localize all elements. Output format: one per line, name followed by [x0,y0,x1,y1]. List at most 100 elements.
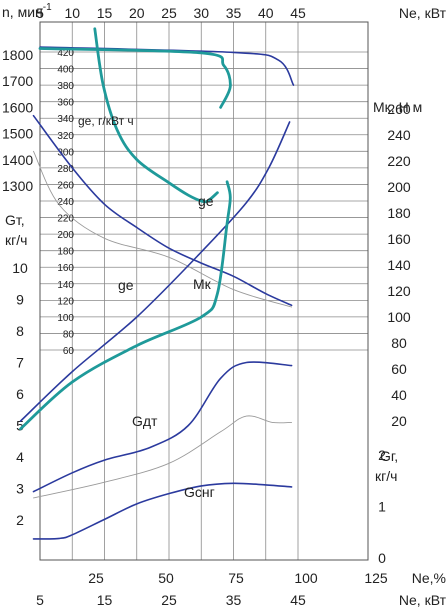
axis-title-ge: ge, г/кВт ч [78,114,134,128]
series-line-g-sng [32,482,293,540]
tick-label-mk: 40 [391,387,407,403]
axis-title-power-bottom: Ne, кВт [399,592,447,608]
series-line-g-dt [32,361,293,493]
tick-label-gt: 9 [16,292,24,308]
tick-label-load: 25 [88,570,104,586]
tick-label-ge: 120 [57,296,74,307]
tick-label-ge: 400 [57,65,74,76]
tick-label-n: 1800 [2,47,33,63]
tick-label-ge: 340 [57,114,74,125]
tick-label-mk: 20 [391,413,407,429]
tick-label-load: 100 [294,570,318,586]
series-line-ge-thin [33,150,293,308]
axis-title-gg-1: Gг, [380,448,398,464]
curve-label-ge-diesel: ge [118,277,134,293]
tick-label-gt: 10 [12,260,28,276]
tick-label-gg: 0 [378,550,386,566]
tick-label-power-top: 10 [64,5,80,21]
tick-label-power-bottom: 35 [226,592,242,608]
tick-label-mk: 220 [387,153,411,169]
tick-label-n: 1500 [2,126,33,142]
series-line-n-gas [38,47,232,109]
tick-label-ge: 280 [57,164,74,175]
tick-label-mk: 260 [387,101,411,117]
tick-label-mk: 160 [387,231,411,247]
tick-label-load: 50 [158,570,174,586]
tick-label-ge: 180 [57,247,74,258]
tick-label-mk: 80 [391,335,407,351]
axis-title-gg-2: кг/ч [375,468,397,484]
tick-label-ge: 240 [57,197,74,208]
tick-label-ge: 140 [57,280,74,291]
tick-label-power-top: 35 [226,5,242,21]
tick-label-gt: 2 [16,512,24,528]
tick-label-gt: 5 [16,418,24,434]
tick-label-power-top: 25 [161,5,177,21]
tick-label-mk: 100 [387,309,411,325]
tick-label-ge: 80 [63,329,75,340]
tick-label-ge: 360 [57,98,74,109]
tick-label-gt: 6 [16,386,24,402]
tick-label-ge: 380 [57,81,74,92]
curve-label-g-dt: Gдт [132,413,158,429]
tick-label-ge: 220 [57,214,74,225]
tick-label-power-top: 20 [129,5,145,21]
tick-label-ge: 420 [57,48,74,59]
axis-title-n-exponent: -1 [43,2,52,13]
tick-label-ge: 60 [63,346,75,357]
tick-label-ge: 260 [57,180,74,191]
tick-label-power-bottom: 25 [161,592,177,608]
tick-label-n: 1700 [2,73,33,89]
tick-label-load: 125 [364,570,388,586]
tick-label-mk: 200 [387,179,411,195]
tick-label-mk: 140 [387,257,411,273]
tick-label-power-bottom: 45 [290,592,306,608]
series-line-n-diesel [39,46,295,86]
tick-label-ge: 100 [57,313,74,324]
axis-title-load: Ne,% [412,570,446,586]
tick-label-power-bottom: 5 [36,592,44,608]
tick-label-n: 1600 [2,99,33,115]
series-line-mk-gas [19,180,232,431]
series-line-ge-diesel [32,114,293,307]
tick-label-power-top: 45 [290,5,306,21]
tick-label-n: 1400 [2,152,33,168]
tick-label-gg: 1 [378,499,386,515]
tick-label-gt: 3 [16,481,24,497]
axis-title-gt-2: кг/ч [5,232,27,248]
axis-title-mk: Мк, Н м [373,99,422,115]
curve-label-ge-gas: ge [198,193,214,209]
tick-label-power-top: 40 [258,5,274,21]
axis-title-n: n, мин-1 [2,2,52,20]
series-line-mk-diesel [19,121,291,422]
series-line-gt-thin [33,415,293,499]
tick-label-power-top: 15 [97,5,113,21]
plot-frame [39,21,369,561]
tick-label-load: 75 [228,570,244,586]
chart-grid [39,22,368,560]
tick-label-ge: 160 [57,263,74,274]
tick-label-power-top: 5 [36,5,44,21]
axis-title-power-top: Ne, кВт [399,5,447,21]
tick-label-n: 1300 [2,178,33,194]
tick-label-mk: 120 [387,283,411,299]
axis-title-gt-1: Gт, [5,212,25,228]
tick-label-mk: 180 [387,205,411,221]
tick-label-gg: 2 [378,447,386,463]
tick-label-power-top: 30 [193,5,209,21]
chart-curves [19,27,295,540]
tick-label-mk: 240 [387,127,411,143]
tick-label-ge: 200 [57,230,74,241]
series-line-ge-gas [93,27,219,204]
tick-label-mk: 60 [391,361,407,377]
tick-label-ge: 300 [57,147,74,158]
tick-label-gt: 7 [16,355,24,371]
tick-label-gt: 4 [16,449,24,465]
curve-label-g-sng: Gснг [184,484,215,500]
tick-label-power-bottom: 15 [97,592,113,608]
tick-label-gt: 8 [16,323,24,339]
curve-label-mk: Мк [193,276,212,292]
